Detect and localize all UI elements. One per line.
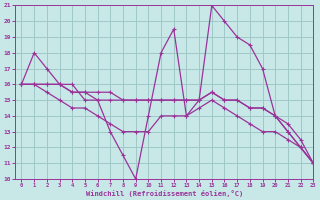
X-axis label: Windchill (Refroidissement éolien,°C): Windchill (Refroidissement éolien,°C): [85, 190, 243, 197]
